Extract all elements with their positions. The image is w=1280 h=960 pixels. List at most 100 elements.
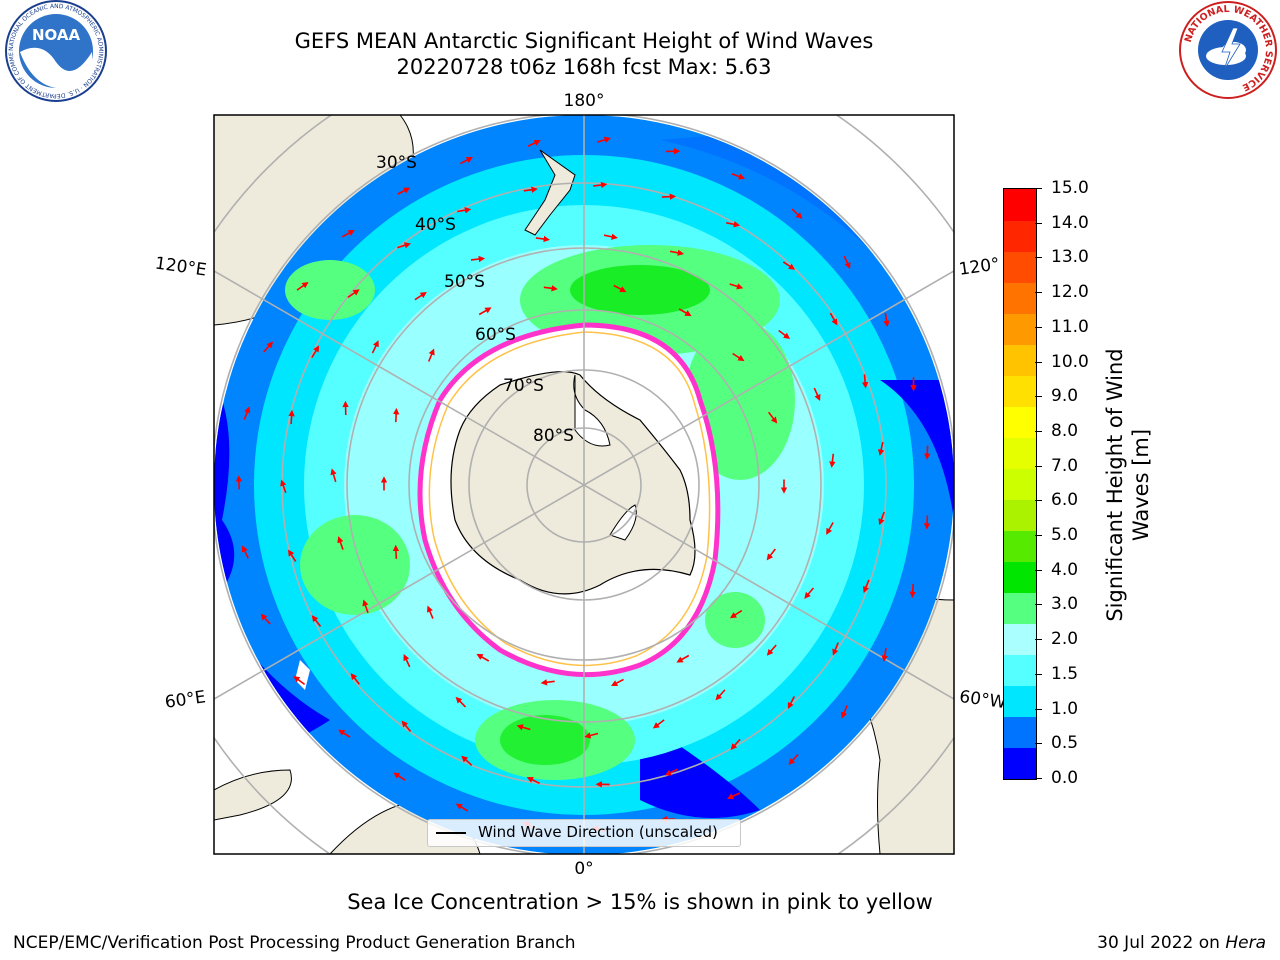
wave-direction-arrow xyxy=(535,235,550,243)
wave-direction-arrow xyxy=(829,312,838,326)
wave-direction-arrow xyxy=(392,544,400,559)
colorbar-tick-mark xyxy=(1035,500,1042,502)
lon-label-60w: 60°W xyxy=(958,687,1007,713)
run-host: Hera xyxy=(1225,933,1266,953)
wave-direction-arrow xyxy=(731,173,746,180)
colorbar-tick-mark xyxy=(1035,673,1042,675)
colorbar-band xyxy=(1004,592,1036,625)
colorbar-band xyxy=(1004,282,1036,314)
colorbar-band xyxy=(1004,344,1036,376)
wave-direction-arrow xyxy=(826,522,834,535)
antarctica-land xyxy=(450,371,696,595)
wave-direction-arrow xyxy=(923,515,931,530)
colorbar-tick-mark xyxy=(1035,778,1042,779)
wave-direction-arrow xyxy=(516,724,531,731)
colorbar-band xyxy=(1004,530,1036,563)
wave-direction-arrow xyxy=(715,689,726,701)
colorbar-tick-mark xyxy=(1035,188,1042,189)
wave-direction-arrow xyxy=(280,479,287,494)
wave-direction-arrow xyxy=(260,613,271,625)
wave-direction-arrow xyxy=(841,705,848,719)
colorbar-tick-label: 8.0 xyxy=(1051,420,1079,441)
colorbar-tick-label: 3.0 xyxy=(1051,594,1079,615)
wave-direction-arrow xyxy=(678,308,692,317)
colorbar-tick-label: 12.0 xyxy=(1051,282,1089,303)
chart-title: GEFS MEAN Antarctic Significant Height o… xyxy=(294,29,874,53)
wave-direction-arrow xyxy=(787,696,796,710)
wave-direction-arrow xyxy=(613,284,627,293)
colorbar-tick-label: 6.0 xyxy=(1051,490,1079,511)
wave-direction-arrow xyxy=(263,341,274,353)
wave-direction-arrow xyxy=(729,609,743,619)
wave-direction-arrow xyxy=(603,233,618,240)
lon-label-180: 180° xyxy=(564,91,605,111)
wave-direction-arrow xyxy=(330,468,337,483)
colorbar-tick-label: 4.0 xyxy=(1051,559,1079,580)
wave-direction-arrow xyxy=(778,329,791,340)
wave-direction-arrow xyxy=(924,445,931,460)
wave-direction-arrow xyxy=(584,732,599,739)
colorbar-tick-label: 13.0 xyxy=(1051,247,1089,268)
colorbar-band xyxy=(1004,189,1036,221)
lat-label-40s: 40°S xyxy=(415,215,456,235)
wave-direction-arrow xyxy=(881,647,888,662)
colorbar xyxy=(1003,188,1037,780)
colorbar-tick-label: 0.5 xyxy=(1051,733,1079,754)
wave-direction-arrow xyxy=(909,583,916,599)
credit-text: NCEP/EMC/Verification Post Processing Pr… xyxy=(13,933,576,953)
colorbar-tick-mark xyxy=(1035,257,1042,259)
sea-ice-note: Sea Ice Concentration > 15% is shown in … xyxy=(347,890,933,914)
colorbar-band xyxy=(1004,623,1036,656)
colorbar-tick-mark xyxy=(1035,396,1042,398)
wave-direction-arrow xyxy=(543,285,558,292)
colorbar-tick-label: 5.0 xyxy=(1051,525,1079,546)
colorbar-tick-mark xyxy=(1035,639,1042,641)
wave-direction-arrow xyxy=(766,644,777,656)
wave-direction-arrow xyxy=(401,720,412,733)
wave-direction-arrow xyxy=(241,545,249,559)
wave-direction-arrow xyxy=(397,187,411,195)
colorbar-band xyxy=(1004,437,1036,469)
colorbar-tick-mark xyxy=(1035,430,1042,432)
wave-direction-arrow xyxy=(427,348,435,362)
colorbar-band xyxy=(1004,747,1036,780)
wave-direction-arrow xyxy=(829,453,836,468)
colorbar-band xyxy=(1004,716,1036,749)
wave-direction-arrow xyxy=(288,409,295,425)
wave-direction-arrow xyxy=(460,157,473,165)
colorbar-tick-mark xyxy=(1035,708,1042,710)
colorbar-band xyxy=(1004,561,1036,594)
colorbar-tick-mark xyxy=(1035,326,1042,328)
wave-direction-arrow xyxy=(426,605,434,619)
wave-direction-arrow xyxy=(311,615,322,627)
lon-label-60e: 60°E xyxy=(164,687,207,712)
wave-direction-arrow xyxy=(393,772,406,781)
wave-direction-arrow xyxy=(347,289,360,299)
legend-line-swatch xyxy=(436,832,466,834)
colorbar-band xyxy=(1004,654,1036,687)
wave-direction-arrow xyxy=(832,642,839,656)
wave-direction-arrow xyxy=(676,654,690,663)
colorbar-tick-mark xyxy=(1035,465,1042,467)
wave-direction-arrow xyxy=(523,186,538,193)
wave-direction-arrow xyxy=(669,249,685,256)
wave-direction-arrow xyxy=(540,679,555,686)
wave-direction-arrow xyxy=(788,753,799,765)
colorbar-tick-label: 0.0 xyxy=(1051,768,1079,788)
wave-direction-arrow xyxy=(732,352,745,362)
graticule xyxy=(214,115,954,854)
wave-direction-arrow xyxy=(311,345,320,358)
wave-direction-arrow xyxy=(470,255,486,263)
colorbar-band xyxy=(1004,220,1036,252)
colorbar-tick-label: 10.0 xyxy=(1051,351,1089,372)
lat-label-60s: 60°S xyxy=(475,325,516,345)
wave-direction-arrow xyxy=(766,548,776,561)
colorbar-tick-label: 11.0 xyxy=(1051,316,1089,337)
colorbar-tick-label: 14.0 xyxy=(1051,212,1089,233)
colorbar-tick-label: 9.0 xyxy=(1051,386,1079,407)
lon-label-120e: 120°E xyxy=(154,254,208,281)
wave-direction-arrow xyxy=(652,719,665,729)
colorbar-band xyxy=(1004,251,1036,283)
wave-direction-arrow xyxy=(371,340,379,354)
wave-direction-arrow xyxy=(726,221,741,228)
